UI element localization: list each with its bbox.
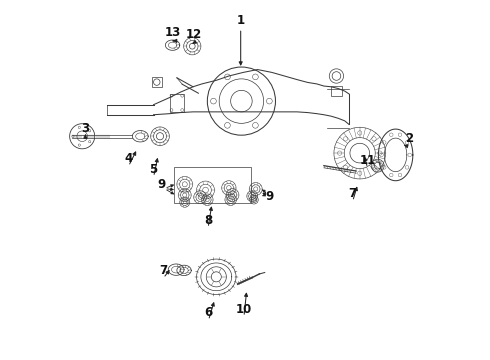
Text: 7: 7 (159, 264, 167, 277)
Text: 9: 9 (158, 178, 166, 191)
Text: 13: 13 (165, 27, 181, 40)
Text: 6: 6 (204, 306, 213, 319)
Text: 12: 12 (186, 28, 202, 41)
Text: 4: 4 (124, 152, 133, 165)
Text: 3: 3 (81, 122, 90, 135)
Bar (170, 94, 184, 112)
Bar (331, 86, 342, 96)
Text: 7: 7 (348, 187, 357, 200)
Text: 10: 10 (236, 303, 252, 316)
Bar (152, 77, 162, 87)
Text: 8: 8 (204, 214, 212, 227)
Text: 2: 2 (405, 132, 413, 145)
Text: 1: 1 (237, 14, 245, 27)
Text: 5: 5 (149, 163, 158, 176)
Text: 9: 9 (265, 190, 273, 203)
Text: 11: 11 (360, 154, 376, 167)
Bar (174, 167, 251, 203)
